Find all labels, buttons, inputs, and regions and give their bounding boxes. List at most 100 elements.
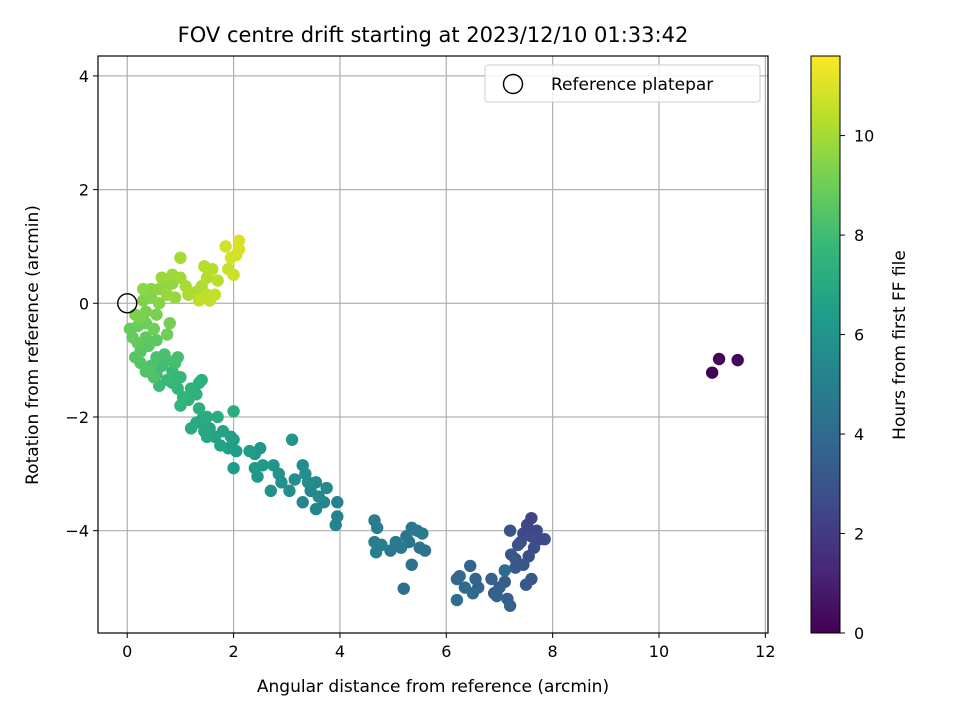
- data-point: [200, 410, 214, 424]
- data-point: [243, 444, 256, 458]
- data-point: [227, 268, 240, 282]
- data-point: [163, 316, 176, 330]
- data-point: [450, 593, 464, 607]
- data-point: [206, 262, 219, 276]
- x-tick-label: 0: [122, 642, 132, 661]
- x-tick-label: 12: [755, 642, 775, 661]
- chart-title: FOV centre drift starting at 2023/12/10 …: [178, 23, 689, 47]
- legend: Reference platepar: [484, 64, 761, 103]
- data-point: [160, 288, 174, 301]
- x-tick-label: 2: [229, 642, 239, 661]
- colorbar-tick-label: 4: [854, 425, 864, 444]
- data-point: [503, 524, 517, 537]
- data-point: [224, 251, 238, 265]
- data-point: [416, 527, 429, 540]
- data-point: [519, 578, 533, 591]
- data-point: [152, 297, 166, 310]
- data-points: [123, 234, 744, 612]
- y-tick-label: 2: [79, 181, 89, 200]
- data-point: [208, 288, 222, 301]
- data-point: [329, 518, 342, 532]
- x-tick-label: 10: [649, 642, 669, 661]
- data-point: [192, 402, 206, 415]
- data-point: [418, 544, 432, 557]
- data-point: [232, 234, 246, 247]
- data-point: [504, 548, 518, 561]
- data-point: [296, 496, 309, 509]
- data-point: [485, 572, 498, 586]
- data-point: [450, 572, 464, 586]
- data-point: [211, 274, 224, 287]
- colorbar: [810, 55, 841, 634]
- data-point: [174, 251, 187, 265]
- data-point: [211, 410, 224, 424]
- y-axis-label: Rotation from reference (arcmin): [23, 205, 43, 485]
- data-point: [150, 308, 163, 321]
- colorbar-ticks: 0 2 4 6 8 10: [840, 127, 874, 643]
- colorbar-tick-label: 0: [854, 624, 864, 643]
- legend-entry-label: Reference platepar: [551, 75, 713, 95]
- data-point: [150, 334, 163, 347]
- data-point: [312, 490, 325, 503]
- y-tick-label: −2: [65, 408, 89, 427]
- data-point: [227, 405, 240, 418]
- data-point: [299, 467, 312, 481]
- data-point: [384, 544, 397, 557]
- data-point: [498, 564, 511, 577]
- data-point: [184, 422, 198, 435]
- colorbar-tick-label: 2: [854, 525, 864, 544]
- data-point: [160, 328, 174, 341]
- data-point: [405, 521, 418, 535]
- x-tick-label: 6: [441, 642, 451, 661]
- data-point: [267, 459, 280, 472]
- data-point: [731, 353, 744, 367]
- data-point: [705, 366, 719, 379]
- data-point: [511, 538, 525, 552]
- data-point: [368, 514, 381, 527]
- data-point: [320, 481, 333, 495]
- data-point: [264, 484, 278, 498]
- data-point: [195, 373, 208, 387]
- data-point: [466, 587, 480, 600]
- data-point: [136, 282, 150, 296]
- data-point: [405, 558, 418, 571]
- x-axis-label: Angular distance from reference (arcmin): [257, 677, 609, 697]
- data-point: [397, 582, 410, 595]
- data-point: [219, 240, 232, 253]
- data-point: [331, 496, 344, 509]
- data-point: [503, 599, 517, 612]
- data-point: [192, 294, 206, 307]
- data-point: [375, 538, 388, 552]
- data-point: [285, 433, 299, 446]
- data-point: [525, 530, 538, 543]
- data-point: [538, 533, 551, 546]
- y-tick-label: −4: [65, 522, 89, 541]
- data-point: [227, 461, 240, 475]
- y-tick-label: 0: [79, 294, 89, 313]
- data-point: [184, 382, 198, 395]
- data-point: [171, 351, 184, 364]
- colorbar-tick-label: 10: [854, 127, 874, 146]
- colorbar-label: Hours from first FF file: [890, 250, 910, 440]
- data-point: [490, 589, 504, 603]
- data-point: [129, 308, 142, 321]
- legend-box: [484, 64, 761, 103]
- x-axis-ticks: 0 2 4 6 8 10 12: [122, 633, 776, 661]
- x-tick-label: 4: [335, 642, 345, 661]
- plot-frame: [97, 55, 769, 634]
- data-point: [288, 473, 301, 486]
- legend-reference-marker: [502, 73, 524, 95]
- data-point: [198, 424, 211, 438]
- data-point: [256, 459, 270, 472]
- data-point: [155, 271, 169, 284]
- colorbar-tick-label: 8: [854, 226, 864, 245]
- data-point: [232, 243, 246, 256]
- x-tick-label: 8: [548, 642, 558, 661]
- y-axis-ticks: −4 −2 0 2 4: [65, 67, 98, 541]
- data-point: [147, 322, 161, 336]
- reference-marker: [117, 293, 138, 314]
- colorbar-tick-label: 6: [854, 326, 864, 345]
- data-point: [283, 484, 296, 498]
- data-point: [509, 561, 522, 574]
